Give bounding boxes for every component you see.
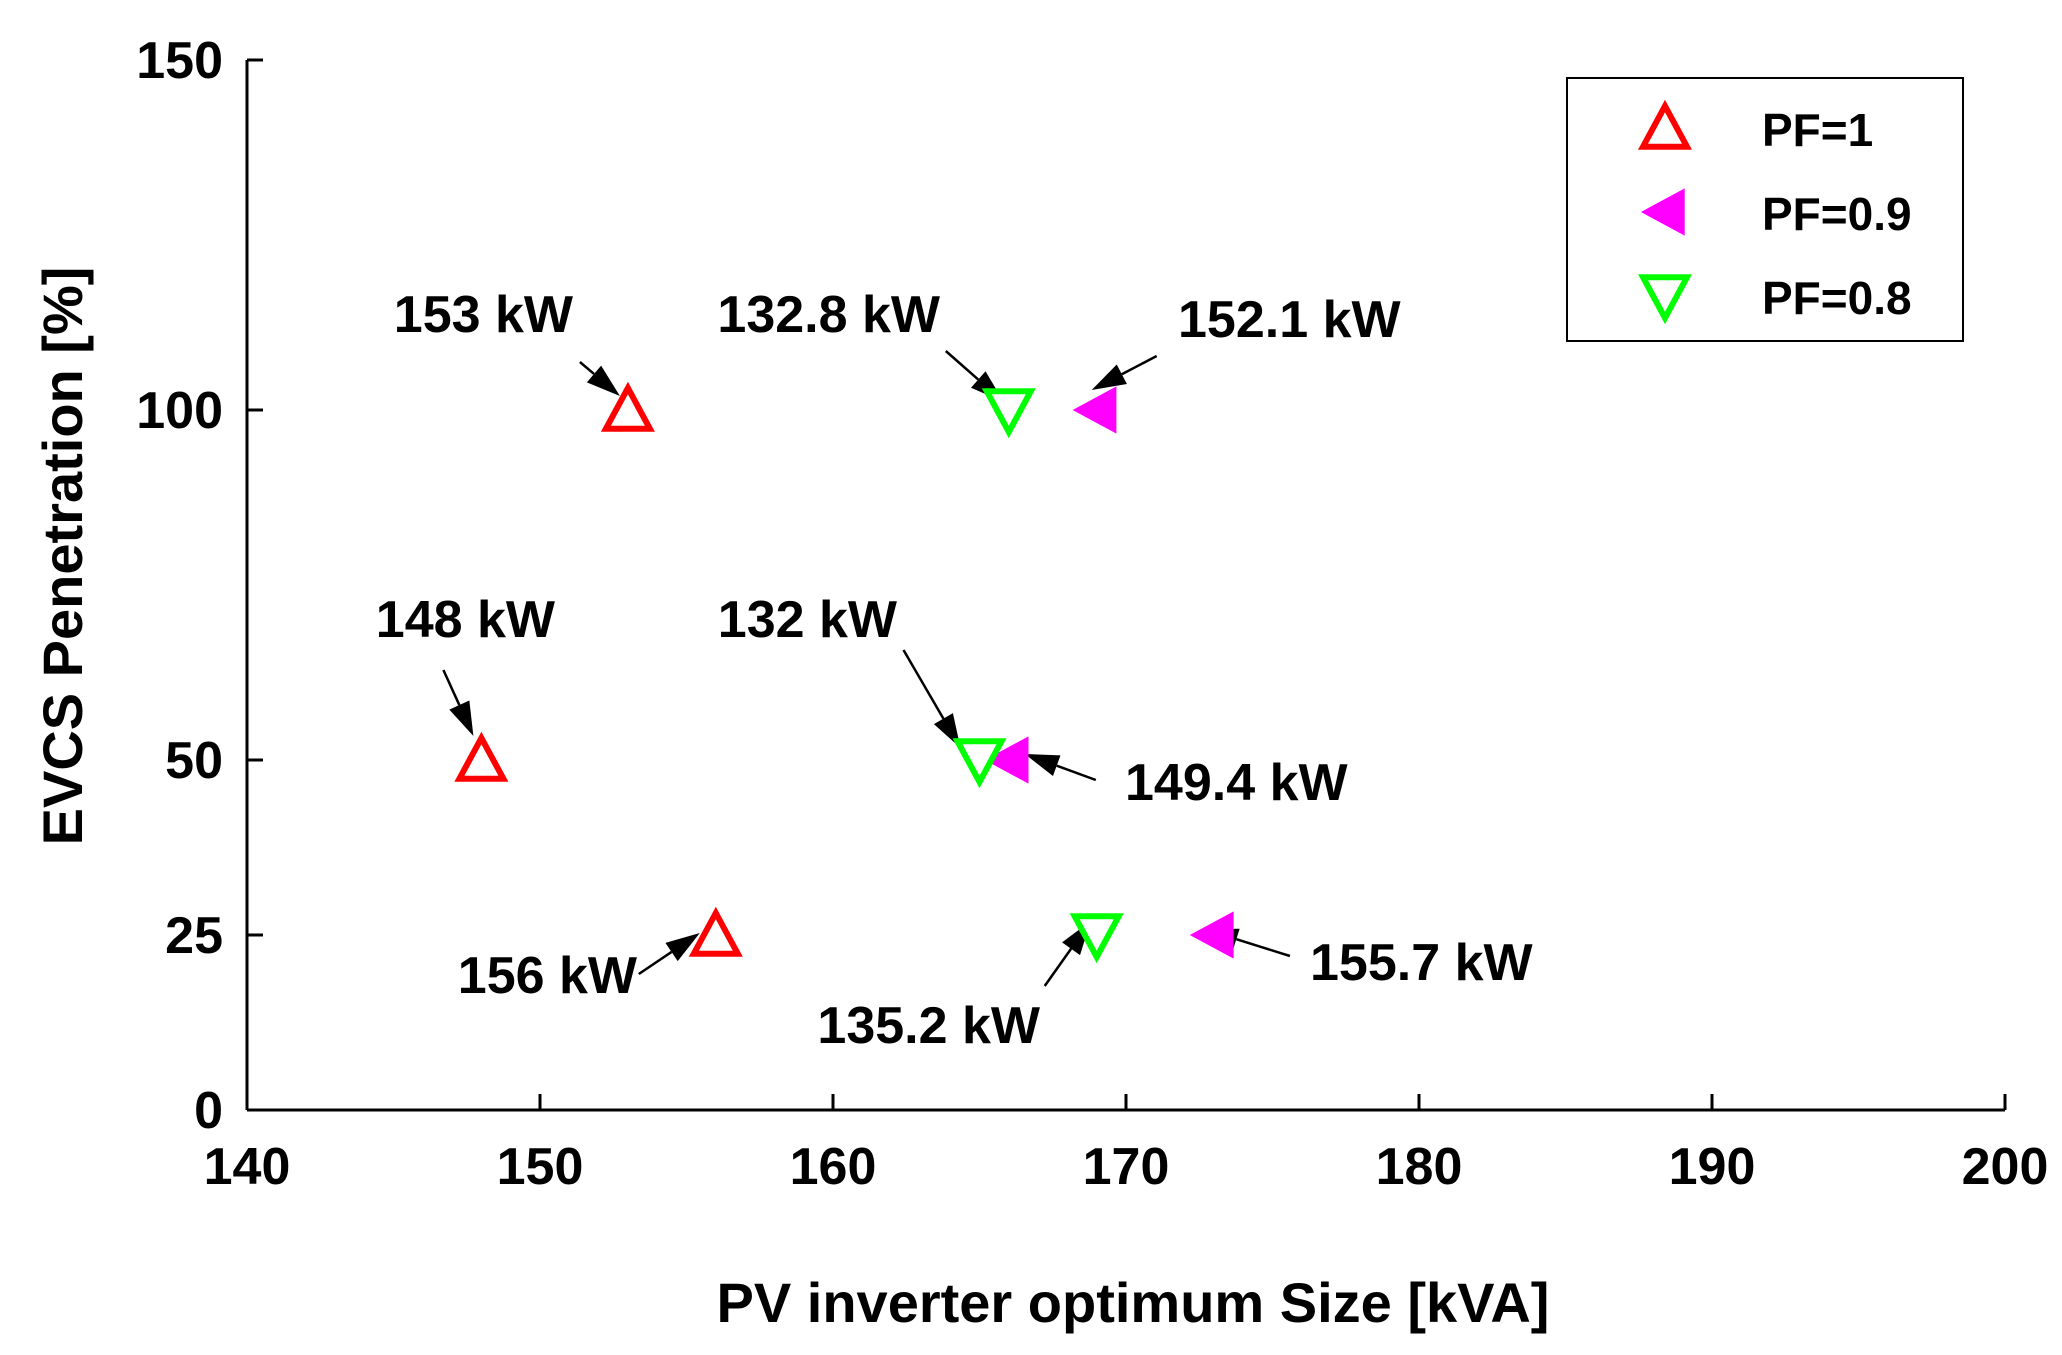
- legend-label-pf09: PF=0.9: [1762, 188, 1912, 240]
- x-tick-label: 190: [1669, 1138, 1756, 1196]
- point-label: 152.1 kW: [1178, 291, 1401, 349]
- annotation-arrow: [579, 361, 620, 396]
- y-axis-title: EVCS Penetration [%]: [31, 267, 94, 846]
- x-axis-title: PV inverter optimum Size [kVA]: [717, 1271, 1550, 1334]
- data-point: [688, 906, 743, 957]
- data-point: [981, 388, 1036, 439]
- annotation-arrow: [442, 669, 474, 736]
- data-points: [454, 381, 1234, 964]
- data-point: [454, 731, 509, 782]
- data-point: [952, 738, 1007, 789]
- legend-markers: [1637, 99, 1693, 325]
- legend-label-pf08: PF=0.8: [1762, 272, 1912, 324]
- annotation-arrow: [902, 649, 961, 748]
- legend: PF=1 PF=0.9 PF=0.8: [1566, 77, 1964, 342]
- point-label: 155.7 kW: [1310, 934, 1533, 992]
- y-tick-label: 150: [136, 32, 223, 90]
- annotation-arrow: [1024, 754, 1097, 782]
- x-tick-label: 160: [790, 1138, 877, 1196]
- y-tick-label: 0: [194, 1082, 223, 1140]
- annotation-arrows: [442, 350, 1291, 987]
- point-label: 135.2 kW: [817, 997, 1040, 1055]
- legend-label-pf1: PF=1: [1762, 104, 1873, 156]
- legend-marker: [1637, 99, 1693, 150]
- annotations: 153 kW 148 kW 156 kW 152.1 kW 149.4 kW 155.7 …: [376, 286, 1534, 1055]
- x-tick-label: 200: [1962, 1138, 2049, 1196]
- legend-marker: [1637, 274, 1693, 325]
- point-label: 132 kW: [718, 591, 898, 649]
- x-tick-label: 150: [497, 1138, 584, 1196]
- y-tick-label: 50: [165, 732, 223, 790]
- annotation-arrow: [638, 933, 700, 976]
- legend-marker: [1640, 188, 1685, 236]
- data-point: [984, 736, 1029, 784]
- x-tick-label: 180: [1376, 1138, 1463, 1196]
- data-point: [600, 381, 655, 432]
- annotation-arrow: [1091, 354, 1158, 390]
- y-tick-label: 25: [165, 907, 223, 965]
- point-label: 156 kW: [458, 947, 638, 1005]
- data-point: [1189, 911, 1234, 959]
- point-label: 149.4 kW: [1125, 754, 1348, 812]
- ticks: 140 150 160 170 180 190 200 0 25 50 100 150: [136, 32, 2048, 1196]
- x-tick-label: 170: [1083, 1138, 1170, 1196]
- data-point: [1072, 386, 1117, 434]
- point-label: 148 kW: [376, 591, 556, 649]
- x-tick-label: 140: [204, 1138, 291, 1196]
- point-label: 153 kW: [394, 286, 574, 344]
- legend-box: [1566, 77, 1964, 342]
- point-label: 132.8 kW: [717, 286, 940, 344]
- data-point: [1069, 913, 1124, 964]
- y-tick-label: 100: [136, 382, 223, 440]
